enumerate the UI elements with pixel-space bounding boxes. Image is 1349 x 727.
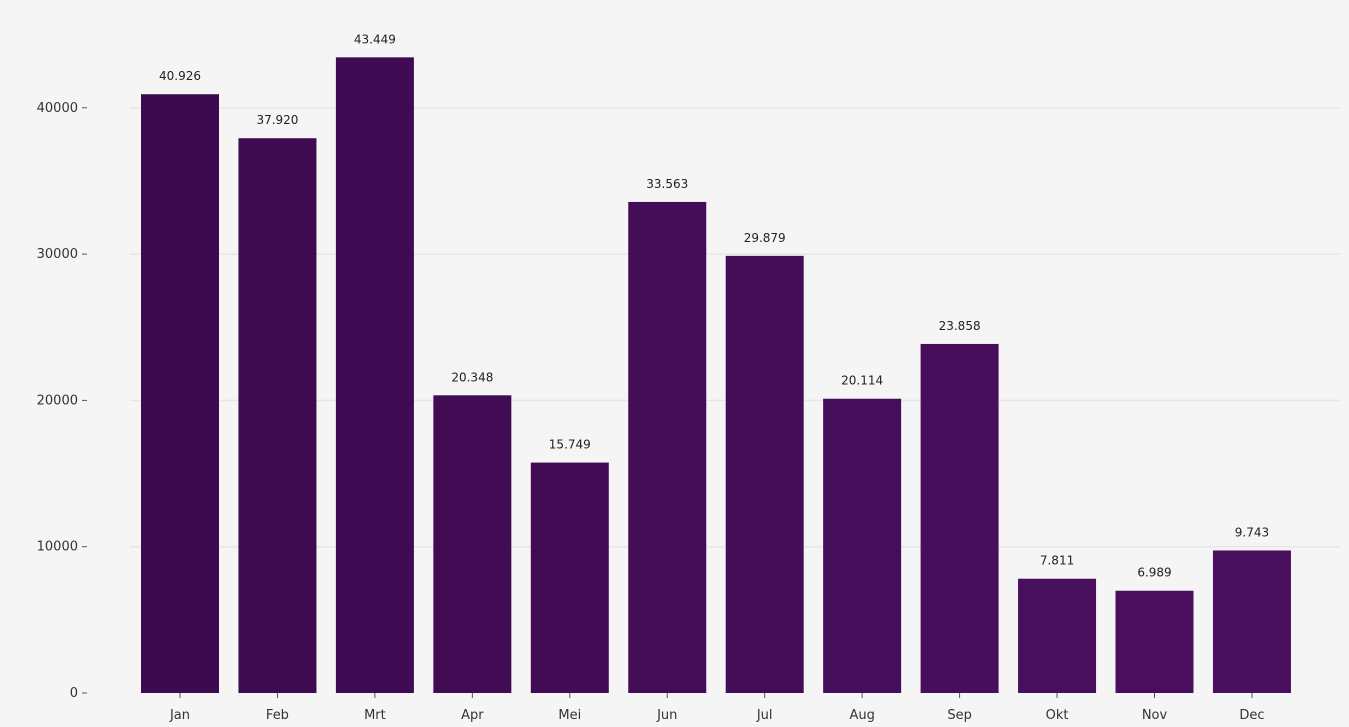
bar-jul [725,255,804,693]
bar-feb [238,138,317,693]
bar-apr [433,395,512,693]
bar-jan [141,94,219,694]
x-tick-label-dec: Dec [1239,708,1264,723]
data-label-jan: 40.926 [159,69,201,83]
bar-sep [920,343,999,693]
y-tick-label: 30000 [37,247,78,262]
x-tick-label-feb: Feb [266,708,289,723]
data-label-apr: 20.348 [451,370,493,384]
data-labels: 40.926 37.920 43.449 20.348 15.749 33.563 29.8… [159,32,1269,579]
x-tick-label-aug: Aug [849,708,874,723]
data-label-feb: 37.920 [256,113,298,127]
data-label-okt: 7.811 [1040,554,1074,568]
x-tick-label-jun: Jun [656,708,677,723]
bar-jun [628,201,707,693]
data-label-sep: 23.858 [939,319,981,333]
data-label-dec: 9.743 [1235,525,1269,539]
bar-mrt [335,57,414,693]
x-tick-label-jul: Jul [756,708,773,723]
data-label-mrt: 43.449 [354,32,396,46]
bar-aug [823,398,902,693]
bars [141,57,1291,694]
x-tick-label-okt: Okt [1046,708,1069,723]
bar-mei [530,462,609,693]
data-label-aug: 20.114 [841,374,883,388]
x-tick-label-nov: Nov [1142,708,1168,723]
data-label-jul: 29.879 [744,231,786,245]
data-label-nov: 6.989 [1137,566,1171,580]
x-tick-label-mrt: Mrt [364,708,386,723]
y-tick-label: 40000 [37,101,78,116]
bar-okt [1018,578,1097,693]
data-label-jun: 33.563 [646,177,688,191]
bar-nov [1115,590,1194,693]
y-tick-label: 20000 [37,393,78,408]
y-tick-label: 10000 [37,540,78,555]
x-tick-label-apr: Apr [461,708,484,723]
y-axis: 0 10000 20000 30000 40000 [37,101,87,701]
bar-dec [1212,550,1291,693]
x-axis: Jan Feb Mrt Apr Mei Jun Jul Aug Sep Okt Nov Dec [169,693,1265,723]
x-tick-label-mei: Mei [558,708,581,723]
y-tick-label: 0 [70,686,78,701]
data-label-mei: 15.749 [549,438,591,452]
x-tick-label-sep: Sep [947,708,972,723]
x-tick-label-jan: Jan [169,708,190,723]
